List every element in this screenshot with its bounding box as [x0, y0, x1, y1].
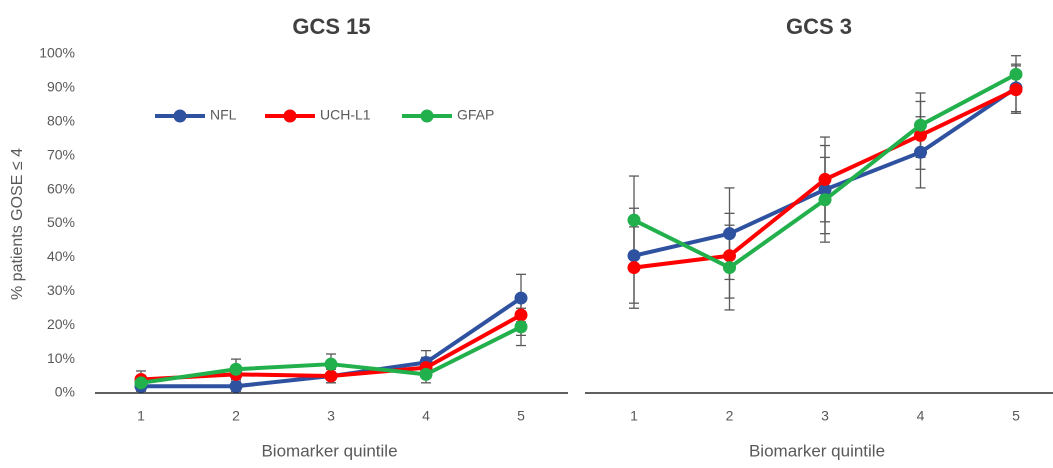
- y-tick-label: 20%: [47, 316, 75, 332]
- chart-title: GCS 3: [786, 14, 852, 39]
- x-tick-label: 4: [917, 408, 925, 424]
- marker: [514, 291, 528, 305]
- marker: [723, 227, 736, 241]
- marker: [1009, 67, 1023, 81]
- marker: [627, 261, 641, 275]
- marker: [134, 376, 148, 390]
- x-tick-label: 5: [1012, 408, 1020, 424]
- marker: [818, 193, 832, 207]
- x-tick-label: 5: [517, 408, 525, 424]
- y-tick-label: 0%: [55, 384, 75, 400]
- marker: [514, 308, 528, 322]
- marker: [723, 249, 736, 263]
- marker: [419, 367, 433, 381]
- y-tick-label: 80%: [47, 113, 75, 129]
- legend-marker: [283, 109, 297, 123]
- legend-label: NFL: [210, 107, 237, 123]
- x-tick-label: 3: [327, 408, 335, 424]
- marker: [914, 118, 927, 132]
- marker: [723, 261, 736, 275]
- marker: [324, 357, 338, 371]
- legend-marker: [173, 109, 187, 123]
- x-tick-label: 2: [726, 408, 734, 424]
- marker: [818, 172, 832, 186]
- y-tick-label: 100%: [39, 45, 75, 61]
- y-tick-label: 70%: [47, 146, 75, 162]
- marker: [229, 362, 243, 376]
- marker: [627, 213, 641, 227]
- x-tick-label: 4: [422, 408, 430, 424]
- x-tick-label: 3: [821, 408, 829, 424]
- legend-marker: [420, 109, 434, 123]
- marker: [514, 320, 528, 334]
- y-axis-label: % patients GOSE ≤ 4: [9, 148, 26, 300]
- x-axis-label: Biomarker quintile: [749, 441, 885, 460]
- y-tick-label: 90%: [47, 79, 75, 95]
- marker: [627, 249, 641, 263]
- marker: [229, 379, 243, 393]
- y-tick-label: 60%: [47, 180, 75, 196]
- x-tick-label: 1: [630, 408, 638, 424]
- y-tick-label: 40%: [47, 248, 75, 264]
- y-tick-label: 30%: [47, 282, 75, 298]
- marker: [818, 183, 832, 197]
- marker: [914, 128, 927, 142]
- x-tick-label: 2: [232, 408, 240, 424]
- marker: [1009, 83, 1023, 97]
- legend-label: GFAP: [457, 107, 494, 123]
- y-tick-label: 50%: [47, 214, 75, 230]
- y-tick-label: 10%: [47, 350, 75, 366]
- marker: [324, 369, 338, 383]
- x-axis-label: Biomarker quintile: [261, 441, 397, 460]
- x-tick-label: 1: [137, 408, 145, 424]
- legend-label: UCH-L1: [320, 107, 371, 123]
- marker: [914, 145, 927, 159]
- chart-title: GCS 15: [292, 14, 370, 39]
